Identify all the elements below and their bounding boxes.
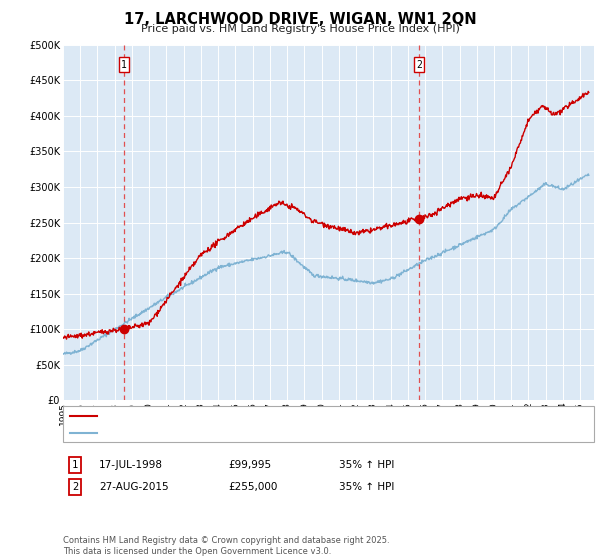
Text: 1: 1 [121, 60, 127, 69]
Text: 35% ↑ HPI: 35% ↑ HPI [339, 460, 394, 470]
Text: 17, LARCHWOOD DRIVE, WIGAN, WN1 2QN (detached house): 17, LARCHWOOD DRIVE, WIGAN, WN1 2QN (det… [103, 411, 422, 421]
Text: 2: 2 [72, 482, 78, 492]
Text: 2: 2 [416, 60, 422, 69]
Text: Contains HM Land Registry data © Crown copyright and database right 2025.
This d: Contains HM Land Registry data © Crown c… [63, 536, 389, 556]
Text: 17, LARCHWOOD DRIVE, WIGAN, WN1 2QN: 17, LARCHWOOD DRIVE, WIGAN, WN1 2QN [124, 12, 476, 27]
Text: £99,995: £99,995 [228, 460, 271, 470]
Text: 27-AUG-2015: 27-AUG-2015 [99, 482, 169, 492]
Text: Price paid vs. HM Land Registry's House Price Index (HPI): Price paid vs. HM Land Registry's House … [140, 24, 460, 34]
Text: 17-JUL-1998: 17-JUL-1998 [99, 460, 163, 470]
Text: 35% ↑ HPI: 35% ↑ HPI [339, 482, 394, 492]
Text: 1: 1 [72, 460, 78, 470]
Text: £255,000: £255,000 [228, 482, 277, 492]
Text: HPI: Average price, detached house, Wigan: HPI: Average price, detached house, Wiga… [103, 428, 329, 438]
